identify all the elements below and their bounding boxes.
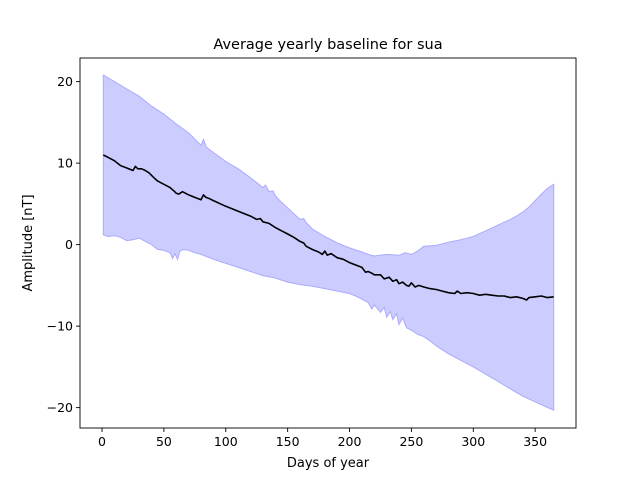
y-axis-ticks: −20 −10 0 10 20 (47, 74, 80, 415)
y-tick-label: 10 (57, 156, 73, 171)
plot-area (79, 57, 577, 429)
axes-frame (79, 57, 577, 429)
mean-line-layer (102, 154, 554, 301)
y-tick-label: −20 (47, 400, 73, 415)
x-tick-label: 50 (156, 434, 172, 449)
x-tick-label: 250 (399, 434, 423, 449)
chart-title: Average yearly baseline for sua (213, 37, 442, 53)
x-axis-label: Days of year (287, 456, 370, 471)
x-tick-label: 150 (276, 434, 300, 449)
x-tick-label: 100 (214, 434, 238, 449)
x-tick-label: 350 (523, 434, 547, 449)
y-tick-label: −10 (47, 319, 73, 334)
confidence-band-area (102, 74, 555, 411)
confidence-band (102, 74, 555, 411)
y-tick-label: 0 (65, 237, 73, 252)
mean-line (102, 154, 554, 301)
y-tick-label: 20 (57, 74, 73, 89)
x-tick-label: 300 (461, 434, 485, 449)
x-tick-label: 0 (98, 434, 106, 449)
x-axis-ticks: 0 50 100 150 200 250 300 350 (98, 428, 547, 449)
y-axis-label: Amplitude [nT] (21, 194, 36, 291)
x-tick-label: 200 (338, 434, 362, 449)
